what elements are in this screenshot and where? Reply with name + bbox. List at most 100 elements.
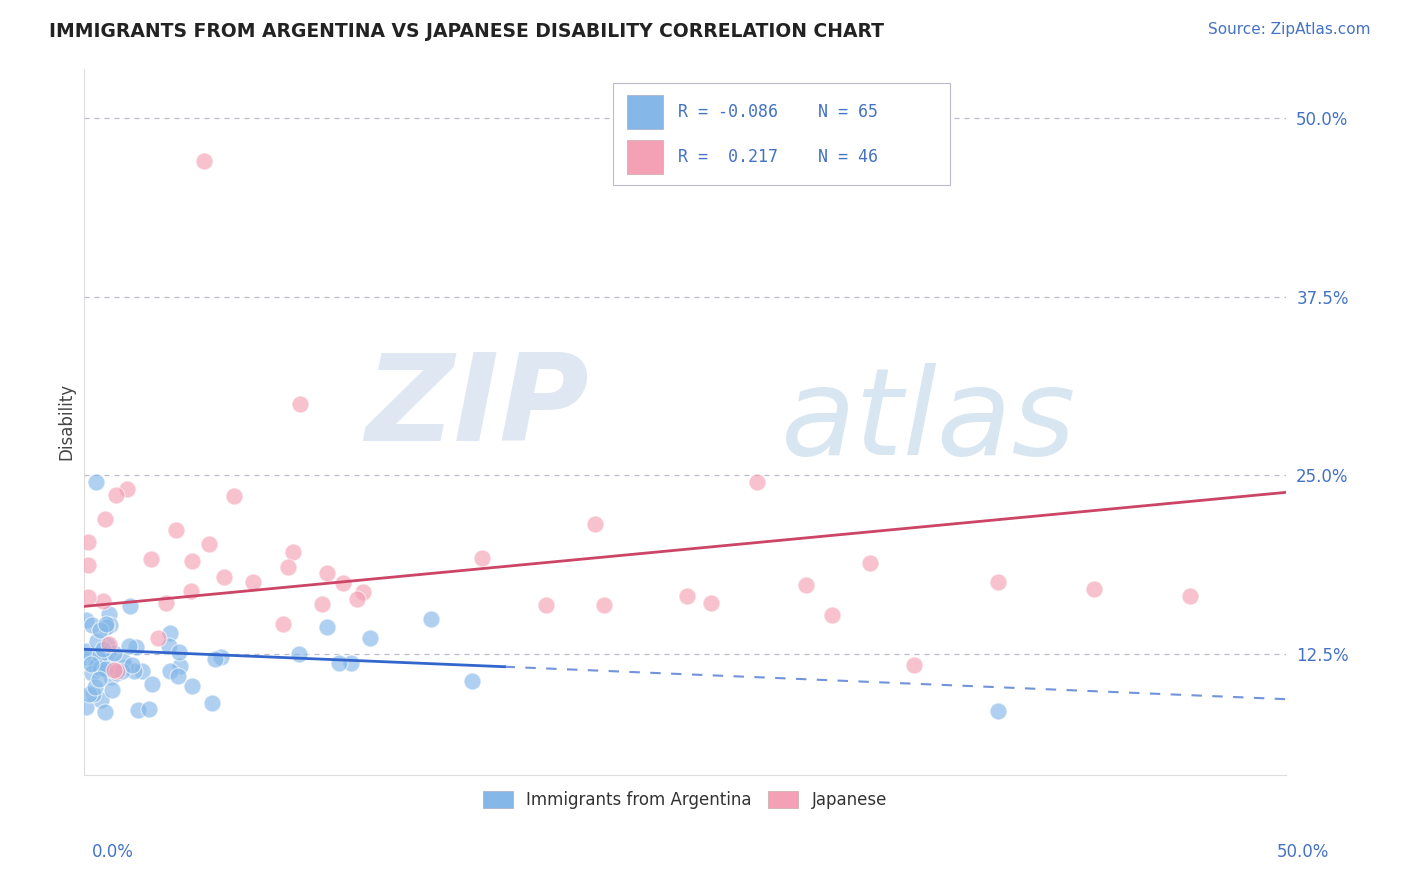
Point bbox=[242, 575, 264, 590]
Point bbox=[593, 598, 616, 612]
Point bbox=[180, 679, 202, 693]
Point bbox=[328, 656, 350, 670]
Point bbox=[118, 599, 141, 613]
Text: R =  0.217    N = 46: R = 0.217 N = 46 bbox=[678, 148, 877, 166]
Point bbox=[155, 596, 177, 610]
Point bbox=[138, 702, 160, 716]
Point bbox=[91, 594, 114, 608]
Point bbox=[332, 576, 354, 591]
Point bbox=[84, 680, 107, 694]
Point bbox=[794, 577, 817, 591]
Point bbox=[288, 397, 311, 411]
Point bbox=[91, 642, 114, 657]
Point bbox=[271, 617, 294, 632]
Point bbox=[534, 598, 557, 612]
Point bbox=[159, 626, 181, 640]
Point bbox=[75, 613, 97, 627]
Point bbox=[181, 554, 204, 568]
Point bbox=[676, 590, 699, 604]
Point bbox=[89, 648, 111, 662]
Point bbox=[159, 664, 181, 678]
Point bbox=[77, 534, 100, 549]
Point bbox=[101, 683, 124, 698]
Point bbox=[89, 624, 111, 638]
Point bbox=[97, 607, 120, 622]
Point bbox=[77, 590, 100, 604]
Point bbox=[131, 665, 153, 679]
Point bbox=[94, 617, 117, 632]
Point bbox=[859, 556, 882, 570]
Point bbox=[84, 475, 107, 490]
Point bbox=[89, 672, 111, 686]
Point bbox=[471, 551, 494, 566]
Point bbox=[77, 687, 100, 701]
Text: Source: ZipAtlas.com: Source: ZipAtlas.com bbox=[1208, 22, 1371, 37]
Point bbox=[277, 559, 299, 574]
Point bbox=[111, 664, 134, 678]
Point bbox=[94, 512, 117, 526]
Point bbox=[193, 154, 215, 169]
Point bbox=[987, 704, 1010, 718]
Point bbox=[460, 673, 482, 688]
Point bbox=[125, 640, 148, 654]
Point bbox=[340, 657, 363, 671]
Point bbox=[98, 637, 121, 651]
Point bbox=[987, 575, 1010, 590]
Point bbox=[169, 659, 191, 673]
Point bbox=[583, 517, 606, 532]
Text: atlas: atlas bbox=[782, 363, 1077, 480]
Point bbox=[346, 591, 368, 606]
Point bbox=[180, 583, 202, 598]
Point bbox=[287, 647, 309, 661]
Point bbox=[198, 537, 221, 551]
Point bbox=[97, 650, 120, 665]
Point bbox=[281, 545, 304, 559]
Point bbox=[97, 662, 120, 676]
Point bbox=[105, 666, 128, 681]
Point bbox=[1083, 582, 1105, 597]
Point bbox=[903, 657, 925, 672]
Point bbox=[700, 596, 723, 610]
Point bbox=[105, 664, 128, 678]
Point bbox=[104, 488, 127, 502]
Point bbox=[167, 669, 190, 683]
Point bbox=[121, 658, 143, 673]
Point bbox=[747, 475, 769, 490]
Point bbox=[118, 640, 141, 654]
FancyBboxPatch shape bbox=[627, 95, 664, 129]
Point bbox=[114, 660, 136, 674]
Point bbox=[201, 696, 224, 710]
Point bbox=[100, 670, 122, 684]
Point bbox=[157, 639, 180, 653]
Point bbox=[83, 654, 105, 668]
Point bbox=[419, 612, 441, 626]
Legend: Immigrants from Argentina, Japanese: Immigrants from Argentina, Japanese bbox=[477, 784, 894, 816]
Point bbox=[75, 650, 97, 665]
Point bbox=[103, 663, 125, 677]
Point bbox=[98, 618, 121, 632]
Point bbox=[89, 661, 111, 675]
Point bbox=[209, 649, 232, 664]
Point bbox=[146, 632, 169, 646]
FancyBboxPatch shape bbox=[613, 83, 949, 185]
Point bbox=[165, 523, 187, 537]
Point bbox=[80, 657, 103, 671]
Text: R = -0.086    N = 65: R = -0.086 N = 65 bbox=[678, 103, 877, 121]
Point bbox=[141, 677, 163, 691]
Point bbox=[1180, 590, 1202, 604]
Point bbox=[75, 643, 97, 657]
Text: ZIP: ZIP bbox=[366, 349, 589, 466]
Point bbox=[311, 597, 333, 611]
Point bbox=[316, 566, 339, 581]
Text: IMMIGRANTS FROM ARGENTINA VS JAPANESE DISABILITY CORRELATION CHART: IMMIGRANTS FROM ARGENTINA VS JAPANESE DI… bbox=[49, 22, 884, 41]
Point bbox=[82, 687, 104, 701]
Y-axis label: Disability: Disability bbox=[58, 383, 75, 460]
Point bbox=[359, 631, 381, 645]
Point bbox=[96, 638, 118, 652]
Point bbox=[141, 552, 163, 566]
Text: 0.0%: 0.0% bbox=[91, 843, 134, 861]
Point bbox=[169, 645, 191, 659]
Point bbox=[94, 706, 117, 720]
Point bbox=[75, 700, 97, 714]
Point bbox=[84, 659, 107, 673]
